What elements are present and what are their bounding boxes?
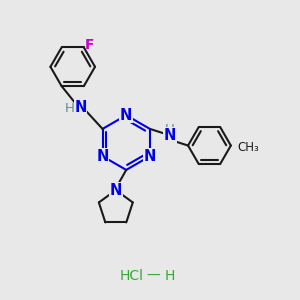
Text: H: H xyxy=(165,269,175,283)
Text: H: H xyxy=(65,102,75,115)
Text: N: N xyxy=(110,183,122,198)
Text: CH₃: CH₃ xyxy=(237,141,259,154)
Text: N: N xyxy=(96,149,109,164)
Text: F: F xyxy=(85,38,94,52)
Text: N: N xyxy=(74,100,87,115)
Text: N: N xyxy=(164,128,176,142)
Text: N: N xyxy=(120,108,132,123)
Text: HCl: HCl xyxy=(120,269,144,283)
Text: H: H xyxy=(165,123,175,136)
Text: N: N xyxy=(144,149,156,164)
Text: —: — xyxy=(146,269,160,283)
